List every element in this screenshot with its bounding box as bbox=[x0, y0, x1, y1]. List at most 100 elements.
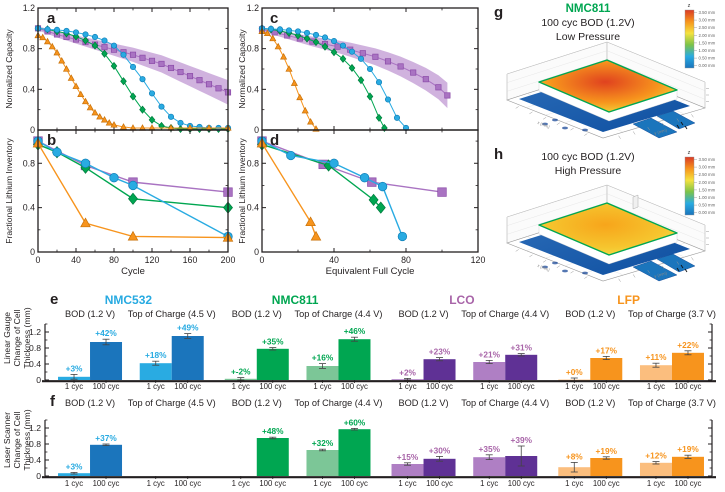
panel-b-plot: 0 40 80 120 160 200 0 0.4 0.8 bbox=[23, 129, 235, 265]
series-NMC532 bbox=[257, 136, 408, 242]
svg-text:+3%: +3% bbox=[66, 363, 83, 373]
svg-text:80: 80 bbox=[109, 255, 119, 265]
panel-c-plot: 0 0.4 0.8 1.2 bbox=[247, 3, 479, 135]
svg-text:LCO: LCO bbox=[449, 293, 474, 307]
svg-text:100 cyc: 100 cyc bbox=[675, 382, 702, 391]
svg-text:120: 120 bbox=[471, 255, 486, 265]
svg-text:1 cyc: 1 cyc bbox=[232, 382, 250, 391]
svg-text:100 cyc: 100 cyc bbox=[426, 382, 453, 391]
svg-text:100 cyc: 100 cyc bbox=[508, 382, 535, 391]
svg-text:1 cyc: 1 cyc bbox=[565, 479, 583, 488]
panel-g-surface-chart: x (mm) y (mm) z 3.50 mm 3.00 mm 2.50 mm 2.00 m… bbox=[506, 3, 716, 139]
panel-letter-e: e bbox=[50, 291, 59, 308]
svg-text:1.00 mm: 1.00 mm bbox=[699, 195, 716, 200]
series-LFP bbox=[256, 137, 322, 241]
bar-LFP-0-100 cyc bbox=[590, 358, 623, 380]
series-LCO bbox=[258, 26, 451, 109]
panel-f-bar-chart: 0 0.4 0.8 1.2 BOD (1.2 V) 1 cyc +3% 100 cyc +37%… bbox=[29, 398, 716, 488]
svg-text:0: 0 bbox=[260, 255, 265, 265]
svg-text:100 cyc: 100 cyc bbox=[93, 479, 120, 488]
series-NMC811 bbox=[33, 138, 233, 214]
svg-text:3.00 mm: 3.00 mm bbox=[699, 165, 716, 170]
svg-text:+30%: +30% bbox=[429, 445, 451, 455]
svg-text:0: 0 bbox=[36, 255, 41, 265]
svg-text:1 cyc: 1 cyc bbox=[313, 479, 331, 488]
svg-text:100 cyc: 100 cyc bbox=[675, 479, 702, 488]
svg-text:2.00 mm: 2.00 mm bbox=[699, 33, 716, 38]
svg-text:1 cyc: 1 cyc bbox=[398, 382, 416, 391]
svg-text:+19%: +19% bbox=[596, 446, 618, 456]
svg-text:+8%: +8% bbox=[566, 451, 583, 461]
svg-text:+18%: +18% bbox=[145, 350, 167, 360]
svg-text:160: 160 bbox=[183, 255, 198, 265]
svg-text:BOD (1.2 V): BOD (1.2 V) bbox=[65, 398, 115, 408]
svg-text:+46%: +46% bbox=[344, 326, 366, 336]
panel-letter-d: d bbox=[270, 132, 280, 149]
svg-text:0: 0 bbox=[30, 247, 35, 257]
svg-text:BOD (1.2 V): BOD (1.2 V) bbox=[565, 398, 615, 408]
bar-LCO-1-100 cyc bbox=[505, 354, 538, 380]
svg-text:BOD (1.2 V): BOD (1.2 V) bbox=[232, 398, 282, 408]
svg-text:100 cyc: 100 cyc bbox=[593, 382, 620, 391]
bar-NMC532-1-100 cyc bbox=[171, 336, 204, 380]
bar-LCO-0-100 cyc bbox=[423, 458, 456, 476]
svg-text:+23%: +23% bbox=[429, 347, 451, 357]
svg-text:0: 0 bbox=[36, 471, 41, 481]
svg-text:1.00 mm: 1.00 mm bbox=[699, 48, 716, 53]
svg-text:+42%: +42% bbox=[95, 328, 117, 338]
panel-letter-f: f bbox=[50, 393, 55, 410]
bar-NMC811-1-1 cyc bbox=[306, 366, 339, 380]
ylabel-fractional-lithium-inventory-d: Fractional Lithium Inventory bbox=[237, 138, 247, 244]
svg-text:0: 0 bbox=[36, 375, 41, 385]
svg-text:1 cyc: 1 cyc bbox=[65, 382, 83, 391]
panel-h-title-line1: 100 cyc BOD (1.2V) bbox=[541, 151, 635, 163]
svg-text:1.2: 1.2 bbox=[29, 327, 41, 337]
svg-text:80: 80 bbox=[401, 255, 411, 265]
svg-text:100 cyc: 100 cyc bbox=[174, 382, 201, 391]
bar-LFP-1-100 cyc bbox=[671, 352, 704, 380]
bar-NMC532-0-1 cyc bbox=[58, 473, 91, 476]
panel-e-bar-chart: 0 0.4 0.8 1.2 NMC532 BOD (1.2 V) 1 cyc +3% 100 c… bbox=[29, 293, 716, 391]
svg-text:+16%: +16% bbox=[312, 353, 334, 363]
svg-text:BOD (1.2 V): BOD (1.2 V) bbox=[398, 309, 448, 319]
svg-text:1 cyc: 1 cyc bbox=[480, 382, 498, 391]
panel-a-plot: 0 0.4 0.8 1.2 bbox=[23, 3, 232, 135]
svg-text:3.50 mm: 3.50 mm bbox=[699, 157, 716, 162]
svg-text:1.50 mm: 1.50 mm bbox=[699, 40, 716, 45]
svg-text:0.50 mm: 0.50 mm bbox=[699, 56, 716, 61]
svg-text:Top of Charge (4.4 V): Top of Charge (4.4 V) bbox=[461, 309, 549, 319]
svg-text:3.00 mm: 3.00 mm bbox=[699, 18, 716, 23]
svg-text:BOD (1.2 V): BOD (1.2 V) bbox=[565, 309, 615, 319]
svg-text:1.2: 1.2 bbox=[247, 3, 259, 13]
chemistry-NMC811: NMC811 BOD (1.2 V) 1 cyc +-2% 100 cyc +35% Top… bbox=[224, 293, 383, 391]
svg-text:2.00 mm: 2.00 mm bbox=[699, 180, 716, 185]
xlabel-cycle: Cycle bbox=[121, 266, 145, 277]
ylabel-laser-scanner: Laser Scanner Change of Cell Thickness (… bbox=[2, 394, 33, 486]
bar-NMC811-0-100 cyc bbox=[256, 438, 289, 476]
svg-text:+12%: +12% bbox=[645, 451, 667, 461]
svg-text:0.4: 0.4 bbox=[23, 84, 35, 94]
panel-letter-h: h bbox=[494, 146, 504, 163]
svg-text:+-2%: +-2% bbox=[231, 367, 251, 377]
svg-text:x (mm): x (mm) bbox=[537, 120, 552, 130]
svg-text:+35%: +35% bbox=[262, 337, 284, 347]
panel-cd-charts: 0 0.4 0.8 1.2 0 40 80 120 0 0.4 0.8 bbox=[247, 3, 486, 265]
bar-NMC811-1-1 cyc bbox=[306, 450, 339, 476]
svg-text:100 cyc: 100 cyc bbox=[593, 479, 620, 488]
svg-text:Top of Charge (4.4 V): Top of Charge (4.4 V) bbox=[295, 309, 383, 319]
svg-text:100 cyc: 100 cyc bbox=[93, 382, 120, 391]
svg-text:BOD (1.2 V): BOD (1.2 V) bbox=[398, 398, 448, 408]
svg-text:+11%: +11% bbox=[645, 352, 667, 362]
svg-text:1 cyc: 1 cyc bbox=[147, 382, 165, 391]
ylabel-normalized-capacity-a: Normalized Capacity bbox=[4, 29, 14, 109]
svg-text:1 cyc: 1 cyc bbox=[480, 479, 498, 488]
panel-letter-b: b bbox=[47, 132, 57, 149]
svg-text:LFP: LFP bbox=[617, 293, 640, 307]
panel-letter-g: g bbox=[494, 4, 504, 21]
series-LFP bbox=[258, 27, 320, 132]
svg-text:100 cyc: 100 cyc bbox=[341, 382, 368, 391]
ylabel-linear-gauge: Linear Gauge Change of Cell Thickness (m… bbox=[2, 292, 33, 384]
svg-text:BOD (1.2 V): BOD (1.2 V) bbox=[232, 309, 282, 319]
xlabel-equivalent-full-cycle: Equivalent Full Cycle bbox=[325, 266, 415, 277]
